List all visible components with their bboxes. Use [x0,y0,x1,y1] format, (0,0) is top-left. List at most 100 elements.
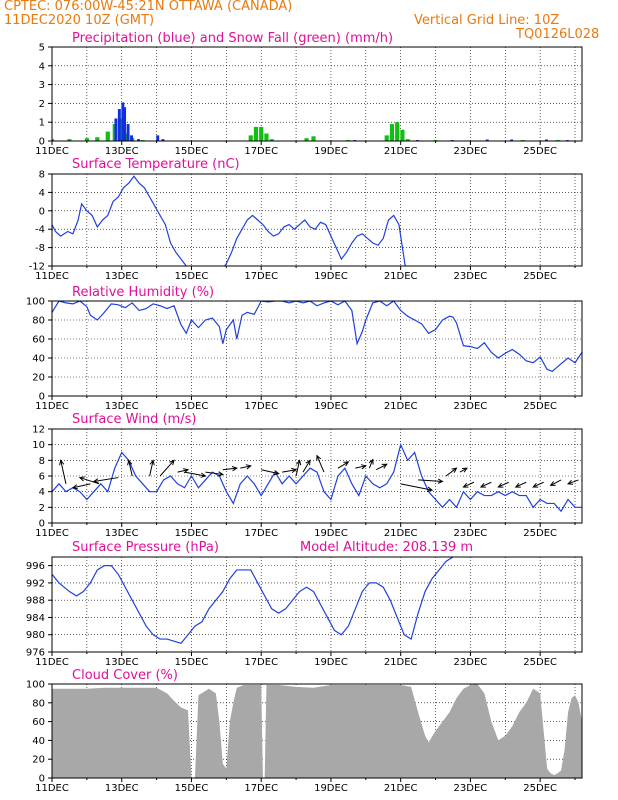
wind-arrowhead [461,467,468,473]
x-tick-label: 17DEC [244,401,278,412]
wind-vector [184,471,206,477]
panel-frame-precip [51,46,583,142]
wind-arrowhead [200,472,207,478]
wind-vector [128,460,133,477]
x-tick-label: 21DEC [384,528,418,539]
wind-vector [240,465,251,469]
wind-vector [79,477,100,485]
x-tick-label: 13DEC [105,271,139,282]
snow-bar [84,138,89,141]
panel-subtitle-pres: Model Altitude: 208.139 m [300,540,473,555]
x-tick-label: 13DEC [105,401,139,412]
wind-vector [567,479,579,485]
x-tick-label: 23DEC [454,146,488,157]
rain-bar [117,109,121,141]
x-tick-label: 13DEC [105,657,139,668]
wind-arrowhead [462,482,469,488]
y-tick-label: 80 [32,316,45,327]
wind-vector [72,483,91,489]
model-code: TQ0126L028 [516,27,600,42]
x-tick-label: 25DEC [523,783,557,794]
wind-vector [282,469,297,473]
snow-bar [259,126,264,141]
wind-arrowhead [360,464,367,470]
y-tick-label: 4 [39,487,45,498]
x-tick-label: 15DEC [175,401,209,412]
wind-arrowhead [245,464,252,470]
y-tick-label: 0 [39,774,45,785]
wind-arrowhead [497,482,504,488]
x-tick-label: 25DEC [523,271,557,282]
panel-title-rh: Relative Humidity (%) [72,285,214,300]
wind-vector [532,481,544,488]
wind-vector [222,467,237,471]
y-tick-label: 996 [26,561,45,572]
x-tick-label: 15DEC [175,657,209,668]
snow-bar [52,139,55,141]
y-tick-label: 992 [26,578,45,589]
wind-arrowhead [71,484,78,490]
x-tick-label: 19DEC [314,146,348,157]
y-tick-label: 8 [39,170,45,181]
plot-area-wind [52,442,582,513]
wind-arrowhead [566,479,574,485]
wind-arrowhead [273,470,280,476]
y-tick-label: 40 [32,354,45,365]
snow-bar [311,136,316,141]
plot-area-cloud [52,684,582,778]
wind-vector [376,463,387,471]
y-tick-label: 20 [32,755,45,766]
rain-bar [126,124,130,141]
y-tick-label: 10 [32,440,45,451]
wind-arrowhead [296,459,302,466]
wind-arrowhead [368,458,374,465]
x-tick-label: 11DEC [35,783,69,794]
wind-vector [515,481,527,488]
rain-bar [130,135,134,141]
panel-frame-cloud [51,683,583,779]
rain-bar [161,139,165,141]
wind-vector [445,467,457,477]
wind-arrowhead [149,459,155,466]
snow-bar [269,139,274,141]
vertical-grid-note: Vertical Grid Line: 10Z [414,13,560,28]
x-tick-label: 13DEC [105,528,139,539]
snow-bar [400,129,405,141]
snow-bar [253,126,259,141]
wind-vector [498,481,509,488]
wind-vector [177,469,189,473]
y-tick-label: 976 [26,648,45,659]
y-tick-label: 0 [39,137,45,148]
wind-arrowhead [381,463,388,469]
plot-area-precip [52,102,569,141]
wind-series-line [52,442,582,513]
rain-bar [156,135,160,141]
x-tick-label: 21DEC [384,657,418,668]
station-title: CPTEC: 076:00W-45:21N OTTAWA (CANADA) [4,0,293,14]
wind-arrowhead [305,459,311,466]
wind-arrowhead [169,459,175,466]
y-tick-label: 5 [39,43,45,54]
y-tick-label: 6 [39,472,45,483]
wind-vector [550,479,562,486]
plot-area-temp [52,175,571,266]
x-tick-label: 17DEC [244,146,278,157]
rain-bar [545,139,548,141]
wind-arrowhead [127,459,133,466]
wind-arrowhead [427,486,434,492]
x-tick-label: 11DEC [35,271,69,282]
wind-arrowhead [343,461,350,467]
wind-vector [418,479,443,482]
x-tick-label: 25DEC [523,528,557,539]
y-tick-label: -4 [35,225,45,236]
y-tick-label: 0 [39,392,45,403]
x-tick-label: 13DEC [105,146,139,157]
x-tick-label: 21DEC [384,146,418,157]
y-tick-label: 988 [26,596,45,607]
wind-vector [149,460,154,477]
y-tick-label: 4 [39,188,45,199]
wind-vector [302,460,311,473]
wind-arrowhead [549,481,556,486]
x-tick-label: 23DEC [454,271,488,282]
